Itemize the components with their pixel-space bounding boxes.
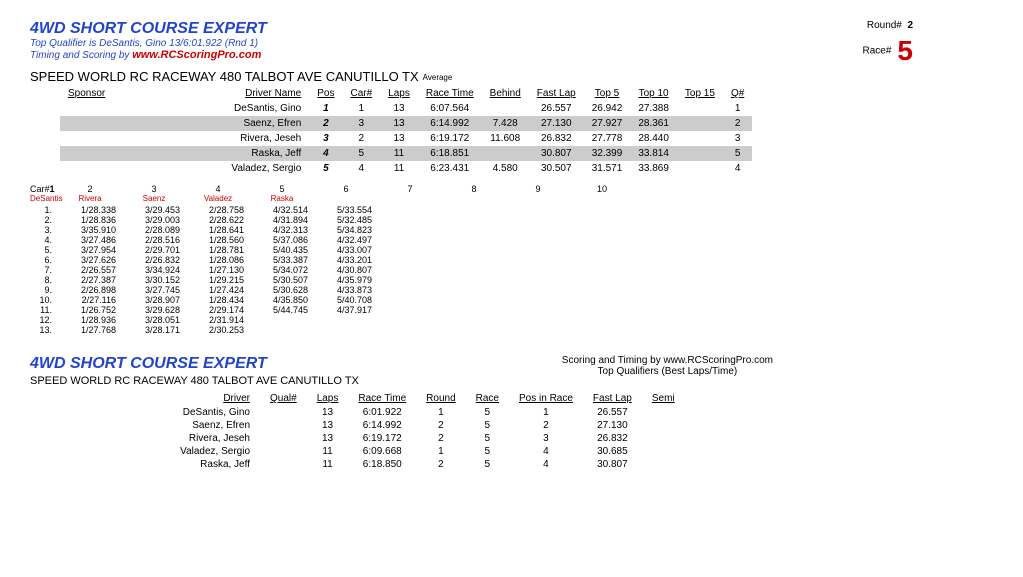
venue-text-2: SPEED WORLD RC RACEWAY 480 TALBOT AVE CA… <box>30 375 359 387</box>
summary-driver: Saenz, Efren <box>90 419 260 432</box>
lap-row: 8.2/27.3873/30.1521/29.2155/30.5074/35.9… <box>30 275 376 285</box>
lap-row: 1.1/28.3383/29.4532/28.7584/32.5145/33.5… <box>30 205 376 215</box>
results-col-6: Behind <box>482 86 529 101</box>
round-race-block: Round# 2 Race# 5 <box>863 20 993 67</box>
results-row: DeSantis, Gino11136:07.56426.55726.94227… <box>60 101 752 116</box>
summary-col-8: Semi <box>642 391 685 406</box>
class-title: 4WD SHORT COURSE EXPERT <box>30 20 267 38</box>
timing-site: www.RCScoringPro.com <box>132 49 261 61</box>
summary-col-5: Race <box>466 391 509 406</box>
results-col-3: Car# <box>342 86 380 101</box>
race-num: 5 <box>897 35 913 67</box>
car-col-6: 6 <box>314 184 378 203</box>
driver-name: Saenz, Efren <box>113 116 309 131</box>
lap-row: 4.3/27.4862/28.5161/28.5605/37.0864/32.4… <box>30 235 376 245</box>
summary-col-7: Fast Lap <box>583 391 642 406</box>
results-col-0: Sponsor <box>60 86 113 101</box>
results-row: Raska, Jeff45116:18.85130.80732.39933.81… <box>60 146 752 161</box>
summary-driver: DeSantis, Gino <box>90 406 260 419</box>
car-header-row: Car#1DeSantis2Rivera3Saenz4Valadez5Raska… <box>30 184 993 203</box>
pos: 3 <box>309 131 342 146</box>
round-label: Round# <box>867 20 902 31</box>
scoring-credit: Scoring and Timing by www.RCScoringPro.c… <box>562 355 773 366</box>
tq-heading: Top Qualifiers (Best Laps/Time) <box>562 366 773 377</box>
summary-driver: Raska, Jeff <box>90 458 260 471</box>
car-col-8: 8 <box>442 184 506 203</box>
results-col-9: Top 10 <box>630 86 677 101</box>
header-block: 4WD SHORT COURSE EXPERT Top Qualifier is… <box>30 20 993 67</box>
summary-driver: Rivera, Jeseh <box>90 432 260 445</box>
car-col-2: 2Rivera <box>58 184 122 203</box>
results-col-2: Pos <box>309 86 342 101</box>
lap-row: 13.1/27.7683/28.1712/30.253 <box>30 325 376 335</box>
round-num: 2 <box>907 20 913 31</box>
lap-row: 6.3/27.6262/26.8321/28.0865/33.3874/33.2… <box>30 255 376 265</box>
lap-row: 9.2/26.8983/27.7451/27.4245/30.6284/33.8… <box>30 285 376 295</box>
lap-row: 7.2/26.5573/34.9241/27.1305/34.0724/30.8… <box>30 265 376 275</box>
summary-row: Rivera, Jeseh136:19.17225326.832 <box>90 432 685 445</box>
results-table: SponsorDriver NamePosCar#LapsRace TimeBe… <box>60 86 752 176</box>
summary-col-1: Qual# <box>260 391 307 406</box>
results-header-row: SponsorDriver NamePosCar#LapsRace TimeBe… <box>60 86 752 101</box>
avg-label: Average <box>423 73 453 82</box>
lap-row: 5.3/27.9542/29.7011/28.7815/40.4354/33.0… <box>30 245 376 255</box>
summary-row: Valadez, Sergio116:09.66815430.685 <box>90 445 685 458</box>
summary-col-4: Round <box>416 391 465 406</box>
lap-row: 11.1/26.7523/29.6282/29.1745/44.7454/37.… <box>30 305 376 315</box>
driver-name: DeSantis, Gino <box>113 101 309 116</box>
pos: 5 <box>309 161 342 176</box>
section2-header: 4WD SHORT COURSE EXPERT SPEED WORLD RC R… <box>30 355 993 387</box>
summary-col-0: Driver <box>90 391 260 406</box>
summary-header-row: DriverQual#LapsRace TimeRoundRacePos in … <box>90 391 685 406</box>
results-row: Rivera, Jeseh32136:19.17211.60826.83227.… <box>60 131 752 146</box>
summary-driver: Valadez, Sergio <box>90 445 260 458</box>
car-col-4: 4Valadez <box>186 184 250 203</box>
results-row: Saenz, Efren23136:14.9927.42827.13027.92… <box>60 116 752 131</box>
lap-row: 3.3/35.9102/28.0891/28.6414/32.3135/34.8… <box>30 225 376 235</box>
lap-row: 10.2/27.1163/28.9071/28.4344/35.8505/40.… <box>30 295 376 305</box>
summary-row: DeSantis, Gino136:01.92215126.557 <box>90 406 685 419</box>
car-col-9: 9 <box>506 184 570 203</box>
lap-table: 1.1/28.3383/29.4532/28.7584/32.5145/33.5… <box>30 205 376 335</box>
results-row: Valadez, Sergio54116:23.4314.58030.50731… <box>60 161 752 176</box>
pos: 2 <box>309 116 342 131</box>
class-title-2: 4WD SHORT COURSE EXPERT <box>30 355 359 373</box>
car-col-5: 5Raska <box>250 184 314 203</box>
car-col-10: 10 <box>570 184 634 203</box>
timing-prefix: Timing and Scoring by <box>30 50 132 61</box>
pos: 4 <box>309 146 342 161</box>
race-label: Race# <box>863 46 892 57</box>
top-qualifier: Top Qualifier is DeSantis, Gino 13/6:01.… <box>30 38 267 49</box>
results-col-10: Top 15 <box>677 86 723 101</box>
results-col-5: Race Time <box>418 86 482 101</box>
summary-col-3: Race Time <box>348 391 416 406</box>
summary-row: Raska, Jeff116:18.85025430.807 <box>90 458 685 471</box>
results-col-8: Top 5 <box>584 86 631 101</box>
driver-name: Rivera, Jeseh <box>113 131 309 146</box>
lap-row: 12.1/28.9363/28.0512/31.914 <box>30 315 376 325</box>
results-col-11: Q# <box>723 86 752 101</box>
results-col-7: Fast Lap <box>529 86 584 101</box>
driver-name: Raska, Jeff <box>113 146 309 161</box>
car-col-7: 7 <box>378 184 442 203</box>
summary-col-6: Pos in Race <box>509 391 583 406</box>
summary-col-2: Laps <box>307 391 349 406</box>
driver-name: Valadez, Sergio <box>113 161 309 176</box>
summary-row: Saenz, Efren136:14.99225227.130 <box>90 419 685 432</box>
summary-table: DriverQual#LapsRace TimeRoundRacePos in … <box>90 391 685 471</box>
car-col-1: Car#1DeSantis <box>30 184 58 203</box>
venue-text: SPEED WORLD RC RACEWAY 480 TALBOT AVE CA… <box>30 69 419 84</box>
pos: 1 <box>309 101 342 116</box>
timing-line: Timing and Scoring by www.RCScoringPro.c… <box>30 49 267 61</box>
results-col-4: Laps <box>380 86 418 101</box>
lap-row: 2.1/28.8363/29.0032/28.6224/31.8945/32.4… <box>30 215 376 225</box>
results-col-1: Driver Name <box>113 86 309 101</box>
car-col-3: 3Saenz <box>122 184 186 203</box>
